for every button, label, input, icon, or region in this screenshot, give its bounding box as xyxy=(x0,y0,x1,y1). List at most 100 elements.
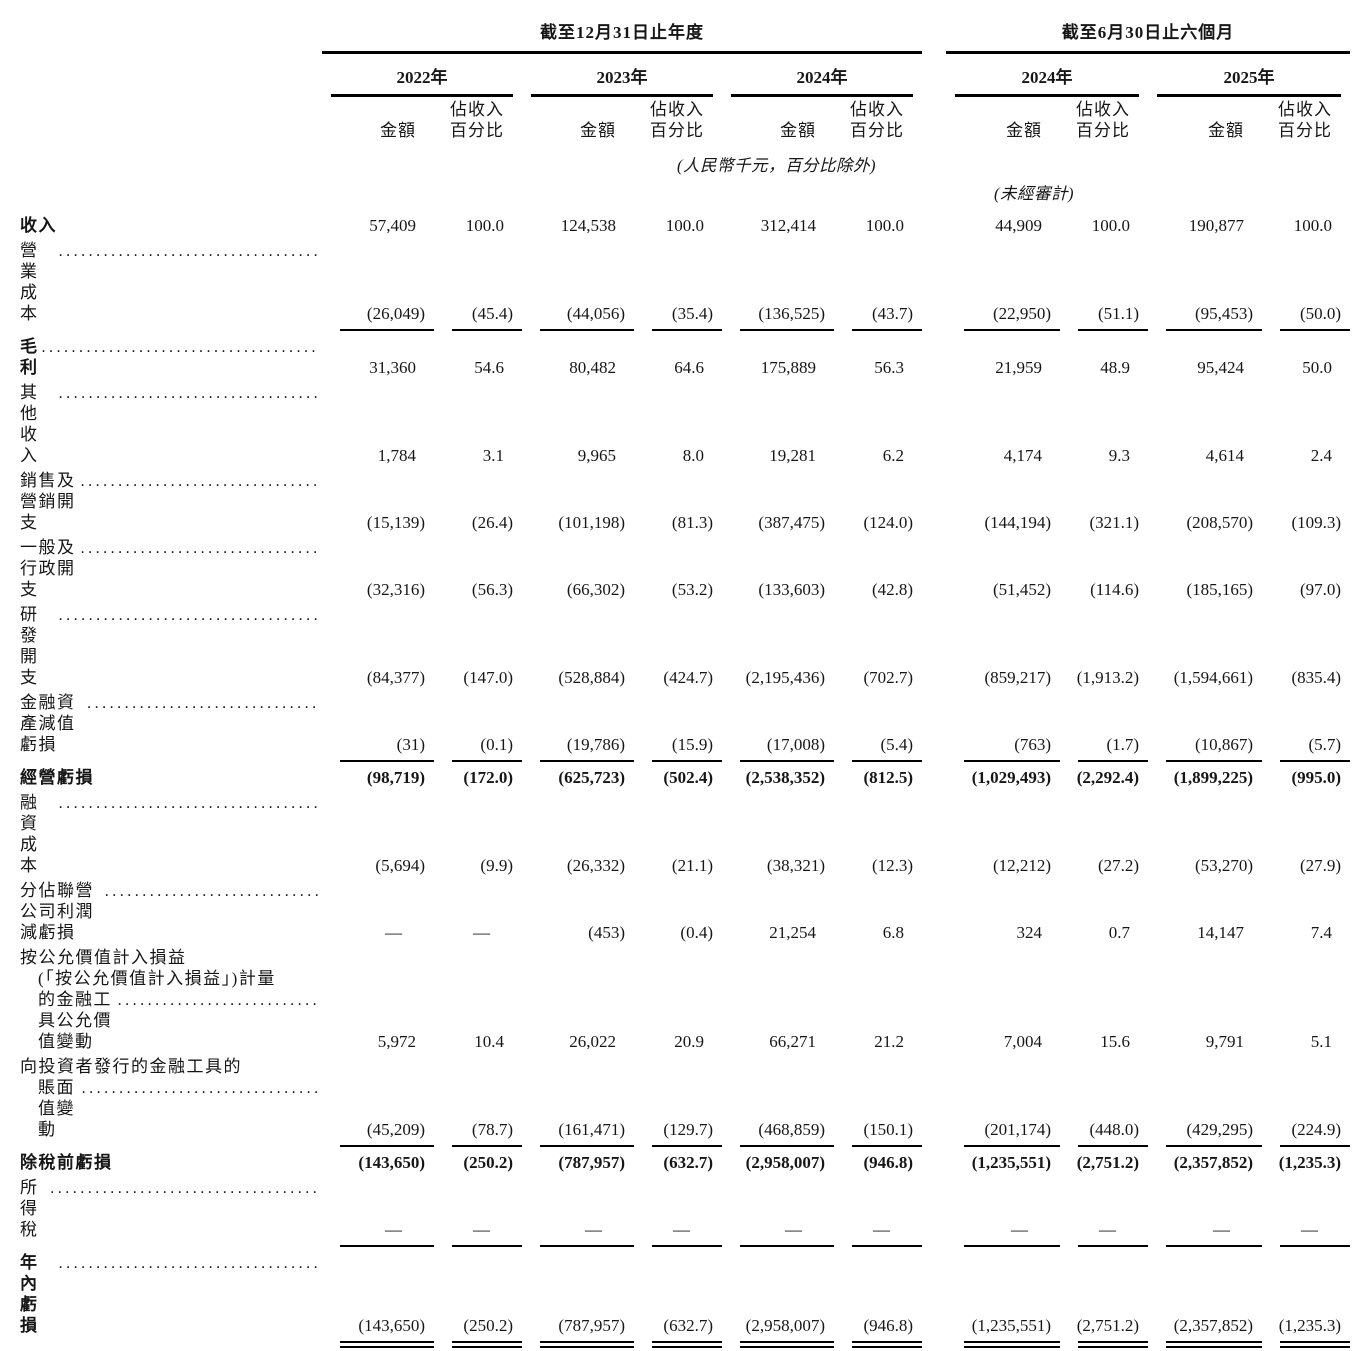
value-cell: (26.4) xyxy=(434,468,522,535)
value-cell: (1,235,551) xyxy=(946,1150,1060,1175)
rule-cell xyxy=(434,326,522,334)
value: 44,909 xyxy=(995,216,1043,235)
value: (946.8) xyxy=(863,1153,914,1172)
value: (5,694) xyxy=(375,856,425,875)
amount-label: 金額 xyxy=(380,121,416,140)
value-cell: (1,899,225) xyxy=(1148,765,1262,790)
row-label-line: 毛利 xyxy=(20,336,318,378)
value: (1.7) xyxy=(1106,735,1140,754)
header-spacer xyxy=(322,176,922,206)
value-cell: (502.4) xyxy=(634,765,722,790)
value: — xyxy=(873,1220,891,1239)
value-cell: (27.9) xyxy=(1262,790,1350,878)
rule-line xyxy=(652,1341,722,1348)
col-header-pct: 佔收入 百分比 xyxy=(834,97,922,143)
value: 100.0 xyxy=(1293,216,1333,235)
dot-leader xyxy=(81,470,318,492)
value-cell: (1,235.3) xyxy=(1262,1250,1350,1338)
row-label-text: 所得稅 xyxy=(20,1178,39,1239)
value: (15.9) xyxy=(671,735,713,754)
value: (22,950) xyxy=(992,304,1052,323)
value-cell: (321.1) xyxy=(1060,468,1148,535)
value-cell: (387,475) xyxy=(722,468,834,535)
value: 0.7 xyxy=(1108,923,1131,942)
rule-line xyxy=(340,329,434,334)
value: 100.0 xyxy=(865,216,905,235)
value-cell: (2,357,852) xyxy=(1148,1250,1262,1338)
value-cell: 100.0 xyxy=(434,206,522,238)
value-cell: 9,791 xyxy=(1148,945,1262,1054)
header-period-row: 截至12月31日止年度 截至6月30日止六個月 xyxy=(20,4,1351,54)
value-cell: (632.7) xyxy=(634,1150,722,1175)
value-cell: (2,195,436) xyxy=(722,602,834,690)
row-label: 年內虧損 xyxy=(20,1250,322,1338)
dot-leader xyxy=(59,382,318,404)
row-label-text: 年內虧損 xyxy=(20,1253,39,1335)
value: (98,719) xyxy=(366,768,425,787)
value: (45,209) xyxy=(366,1120,425,1139)
value: — xyxy=(1301,1220,1319,1239)
rule-cell xyxy=(1148,326,1263,334)
pct-label-line1: 佔收入 xyxy=(850,100,905,119)
value: — xyxy=(385,923,402,942)
column-gutter xyxy=(922,176,946,206)
value-cell: (1,029,493) xyxy=(946,765,1060,790)
value-cell: 175,889 xyxy=(722,334,834,380)
row-label-text: 收入 xyxy=(20,216,57,235)
rule-cell xyxy=(946,757,1061,765)
value: 19,281 xyxy=(769,446,816,465)
value-cell: 6.8 xyxy=(834,878,922,945)
year-header-2024: 2024年 xyxy=(722,53,922,97)
value-cell: (9.9) xyxy=(434,790,522,878)
table-body: 收入 57,409 100.0 124,538 100.0 312,414 100.0 44,… xyxy=(20,206,1351,1351)
dot-leader xyxy=(59,604,318,626)
value-cell: 57,409 xyxy=(322,206,434,238)
value: (21.1) xyxy=(671,856,713,875)
rule-line xyxy=(964,1341,1061,1348)
value: 31,360 xyxy=(369,358,416,377)
financial-statements-page: 截至12月31日止年度 截至6月30日止六個月 2022年 2023年 2024… xyxy=(0,0,1354,749)
value-cell: 95,424 xyxy=(1148,334,1262,380)
value-cell: (35.4) xyxy=(634,238,722,326)
value-cell: (250.2) xyxy=(434,1250,522,1338)
value: (1,235.3) xyxy=(1278,1316,1342,1335)
rule-cell xyxy=(722,1242,834,1250)
value-cell: (109.3) xyxy=(1262,468,1350,535)
rule-cell xyxy=(322,1242,434,1250)
rule-cell xyxy=(722,1338,834,1351)
value-cell: (19,786) xyxy=(522,690,634,757)
value-cell: (946.8) xyxy=(834,1150,922,1175)
value: 14,147 xyxy=(1197,923,1245,942)
rule-cell xyxy=(1262,757,1351,765)
row-label-text: 研發開支 xyxy=(20,605,39,687)
row-label-text: (「按公允價值計入損益」)計量 xyxy=(38,969,276,988)
column-gutter xyxy=(922,1054,946,1142)
row-label: 分佔聯營公司利潤減虧損 xyxy=(20,878,322,945)
value-cell: 54.6 xyxy=(434,334,522,380)
value-cell: (201,174) xyxy=(946,1054,1060,1142)
value-cell: (26,332) xyxy=(522,790,634,878)
value: (995.0) xyxy=(1291,768,1342,787)
value: 20.9 xyxy=(674,1032,704,1051)
column-gutter xyxy=(922,602,946,690)
row-label: 所得稅 xyxy=(20,1175,322,1242)
value: 100.0 xyxy=(1091,216,1131,235)
rule-cell xyxy=(1148,1142,1263,1150)
rule-line xyxy=(1166,329,1263,334)
value: 50.0 xyxy=(1302,358,1333,377)
value: (42.8) xyxy=(871,580,914,599)
value-cell: (32,316) xyxy=(322,535,434,602)
value-cell: (97.0) xyxy=(1262,535,1350,602)
value: (468,859) xyxy=(758,1120,825,1139)
value-cell: 5,972 xyxy=(322,945,434,1054)
rule-cell xyxy=(322,1142,434,1150)
value: (5.4) xyxy=(880,735,914,754)
rule-line xyxy=(652,329,722,334)
rule-cell xyxy=(634,1242,722,1250)
row-label-text: 的金融工具公允價值變動 xyxy=(38,990,112,1051)
value-cell: 48.9 xyxy=(1060,334,1148,380)
row-label-line: 按公允價值計入損益 xyxy=(20,947,318,968)
rule-cell xyxy=(1262,1142,1351,1150)
header-period-annual: 截至12月31日止年度 xyxy=(322,4,923,54)
rule-spacer xyxy=(20,1142,322,1150)
